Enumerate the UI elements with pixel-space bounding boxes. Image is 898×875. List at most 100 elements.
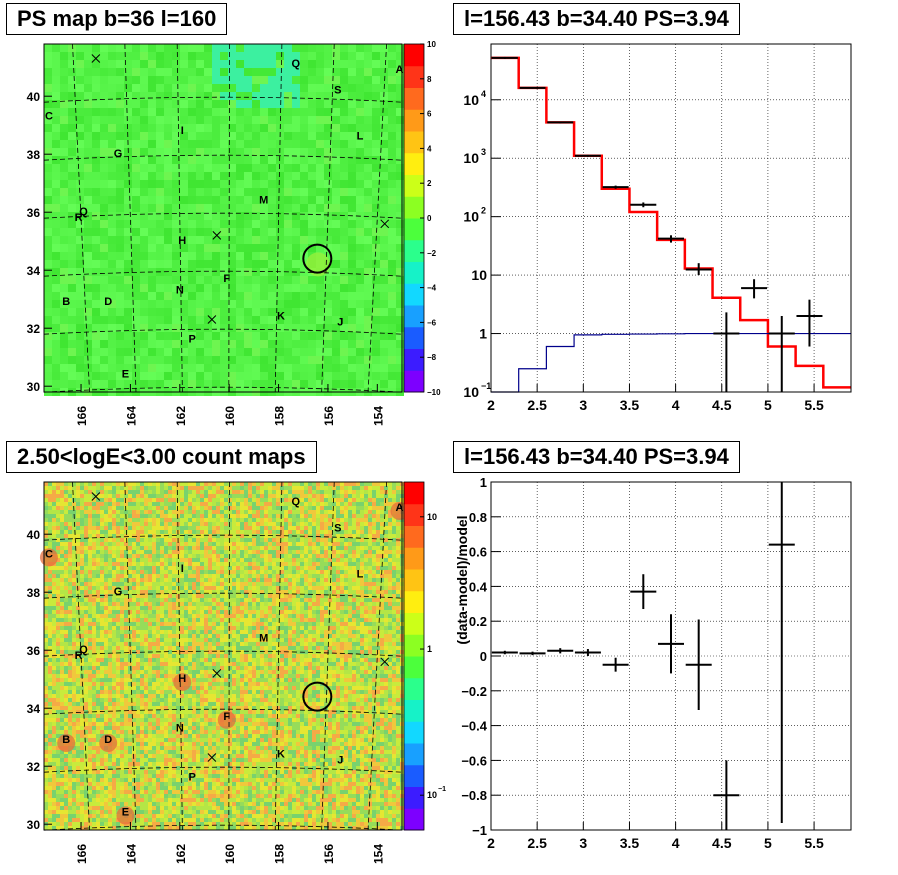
bl-pixel: [352, 554, 356, 558]
bl-pixel: [60, 578, 64, 582]
tl-pixel: [228, 372, 236, 380]
bl-pixel: [160, 542, 164, 546]
tl-pixel: [228, 172, 236, 180]
bl-pixel: [260, 526, 264, 530]
tl-pixel: [180, 380, 188, 388]
bl-pixel: [248, 494, 252, 498]
bl-pixel: [44, 610, 48, 614]
tl-pixel: [332, 196, 340, 204]
tl-pixel: [108, 220, 116, 228]
bl-pixel: [132, 498, 136, 502]
bl-pixel: [144, 550, 148, 554]
bl-pixel: [356, 494, 360, 498]
bl-pixel: [248, 582, 252, 586]
bl-pixel: [344, 498, 348, 502]
bl-pixel: [332, 494, 336, 498]
tl-pixel: [76, 108, 84, 116]
bl-pixel: [112, 510, 116, 514]
bl-pixel: [152, 610, 156, 614]
bl-pixel: [268, 546, 272, 550]
tl-pixel: [76, 292, 84, 300]
bl-pixel: [120, 606, 124, 610]
bl-pixel: [180, 522, 184, 526]
tl-pixel: [260, 116, 268, 124]
bl-pixel: [80, 586, 84, 590]
tl-pixel: [60, 236, 68, 244]
tl-pixel: [348, 356, 356, 364]
tl-pixel: [332, 252, 340, 260]
tl-pixel: [108, 372, 116, 380]
tl-pixel: [204, 364, 212, 372]
bl-pixel: [352, 594, 356, 598]
tl-pixel: [356, 380, 364, 388]
bl-pixel: [208, 558, 212, 562]
bl-pixel: [312, 586, 316, 590]
bl-pixel: [368, 582, 372, 586]
tl-pixel: [212, 164, 220, 172]
bl-pixel: [372, 562, 376, 566]
bl-pixel: [352, 570, 356, 574]
tl-pixel: [228, 92, 236, 100]
tl-pixel: [308, 284, 316, 292]
bl-pixel: [112, 586, 116, 590]
bl-pixel: [76, 486, 80, 490]
bl-pixel: [356, 606, 360, 610]
tl-pixel: [60, 148, 68, 156]
tl-pixel: [188, 132, 196, 140]
bl-pixel: [60, 526, 64, 530]
tl-pixel: [268, 124, 276, 132]
tl-pixel: [172, 140, 180, 148]
tl-pixel: [252, 356, 260, 364]
tl-pixel: [372, 44, 380, 52]
bl-pixel: [180, 514, 184, 518]
tl-pixel: [108, 188, 116, 196]
bl-pixel: [56, 486, 60, 490]
bl-pixel: [332, 522, 336, 526]
bl-pixel: [344, 606, 348, 610]
tl-pixel: [188, 324, 196, 332]
bl-pixel: [296, 502, 300, 506]
bl-pixel: [304, 574, 308, 578]
bl-pixel: [312, 558, 316, 562]
bl-pixel: [76, 546, 80, 550]
bl-pixel: [128, 558, 132, 562]
tl-pixel: [324, 132, 332, 140]
bl-pixel: [100, 590, 104, 594]
bl-pixel: [180, 510, 184, 514]
tl-pixel: [228, 324, 236, 332]
bl-pixel: [108, 502, 112, 506]
bl-pixel: [248, 546, 252, 550]
tl-pixel: [388, 180, 396, 188]
tl-pixel: [396, 244, 404, 252]
bl-pixel: [216, 606, 220, 610]
tl-pixel: [380, 268, 388, 276]
bl-pixel: [264, 578, 268, 582]
bl-pixel: [392, 558, 396, 562]
tl-pixel: [236, 292, 244, 300]
tl-pixel: [220, 316, 228, 324]
bl-pixel: [100, 494, 104, 498]
tl-pixel: [316, 68, 324, 76]
bl-pixel: [284, 530, 288, 534]
tl-pixel: [300, 156, 308, 164]
bl-pixel: [340, 546, 344, 550]
tl-pixel: [44, 52, 52, 60]
tl-pixel: [76, 324, 84, 332]
tl-pixel: [140, 124, 148, 132]
bl-pixel: [240, 566, 244, 570]
bl-pixel: [168, 526, 172, 530]
tl-pixel: [124, 212, 132, 220]
bl-pixel: [228, 498, 232, 502]
bl-pixel: [268, 602, 272, 606]
bl-pixel: [172, 518, 176, 522]
tl-pixel: [180, 308, 188, 316]
bl-pixel: [368, 606, 372, 610]
tl-pixel: [276, 100, 284, 108]
tl-pixel: [60, 356, 68, 364]
tl-pixel: [108, 60, 116, 68]
bl-pixel: [224, 522, 228, 526]
tl-pixel: [52, 372, 60, 380]
bl-pixel: [360, 490, 364, 494]
bl-pixel: [184, 566, 188, 570]
